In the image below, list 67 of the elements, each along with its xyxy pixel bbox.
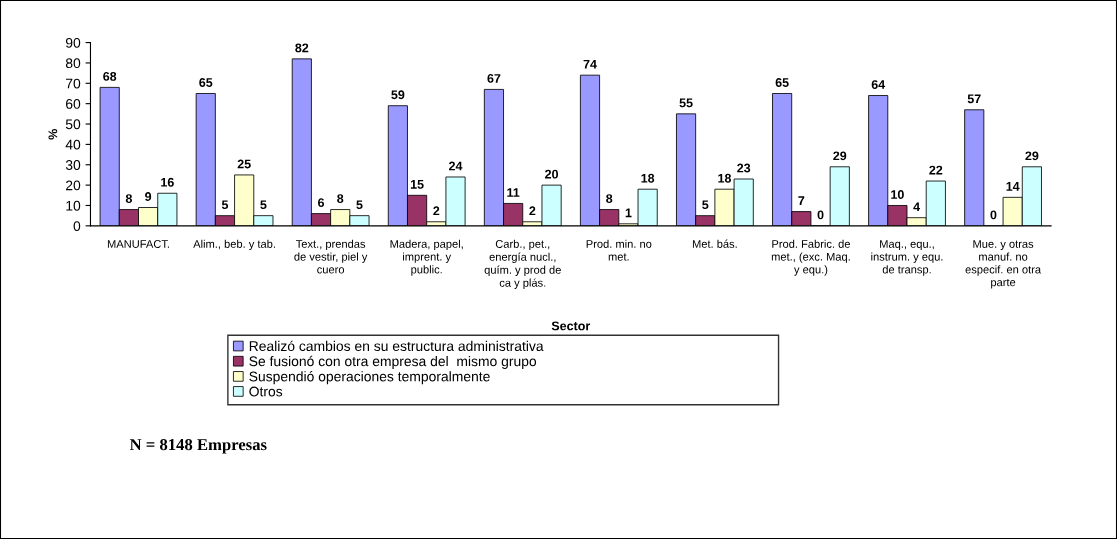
y-tick-label: 50 xyxy=(65,119,81,130)
y-axis-title: % xyxy=(48,128,58,140)
data-label: 18 xyxy=(718,173,732,183)
data-label: 6 xyxy=(318,198,325,208)
data-label: 59 xyxy=(391,90,405,100)
data-label: 9 xyxy=(145,192,152,201)
data-label: 23 xyxy=(737,163,751,173)
data-label: 2 xyxy=(433,206,440,216)
data-label: 5 xyxy=(260,200,267,210)
data-label: 25 xyxy=(237,159,251,169)
x-tick-label: Met. bás. xyxy=(692,239,737,248)
data-label: 8 xyxy=(337,194,344,204)
data-label: 18 xyxy=(641,173,655,183)
y-tick-label: 90 xyxy=(65,37,81,48)
x-tick-label: Maq., equ., instrum. y equ. de transp. xyxy=(871,240,943,276)
data-label: 74 xyxy=(583,59,597,69)
legend-label: Realizó cambios en su estructura administrativa xyxy=(249,340,544,352)
data-label: 11 xyxy=(507,188,520,197)
data-label: 7 xyxy=(798,196,805,205)
data-label: 65 xyxy=(775,78,789,87)
x-axis-title: Sector xyxy=(551,321,591,331)
x-tick-label: MANUFACT. xyxy=(107,240,169,248)
data-label: 5 xyxy=(702,200,709,210)
data-label: 22 xyxy=(929,165,943,175)
text: N = 8148 Empresas xyxy=(129,438,267,454)
y-tick-label: 80 xyxy=(65,58,81,69)
data-label: 29 xyxy=(833,151,847,161)
data-label: 5 xyxy=(356,200,363,210)
data-label: 4 xyxy=(913,202,921,212)
legend-label: Se fusionó con otra empresa del mismo grupo xyxy=(249,355,537,369)
data-label: 24 xyxy=(449,161,463,171)
data-label: 2 xyxy=(529,206,536,216)
data-label: 8 xyxy=(125,194,132,204)
y-tick-label: 60 xyxy=(66,99,81,109)
data-label: 29 xyxy=(1025,151,1039,161)
data-label: 65 xyxy=(199,78,213,87)
data-label: 15 xyxy=(410,180,424,189)
data-label: 0 xyxy=(817,210,824,220)
data-label: 68 xyxy=(103,71,117,81)
y-tick-label: 30 xyxy=(65,160,81,170)
y-tick-label: 20 xyxy=(66,180,81,191)
data-label: 5 xyxy=(221,200,229,210)
data-label: 20 xyxy=(545,169,559,179)
data-label: 55 xyxy=(679,98,693,108)
x-tick-label: Text., prendas de vestir, piel y cuero xyxy=(294,239,368,274)
y-tick-label: 40 xyxy=(65,139,81,150)
data-label: 1 xyxy=(625,208,632,218)
data-label: 14 xyxy=(1006,182,1020,191)
legend-label: Otros xyxy=(249,386,283,397)
x-tick-label: Alim., beb. y tab. xyxy=(193,239,275,251)
data-label: 10 xyxy=(891,190,904,199)
data-label: 0 xyxy=(990,210,997,220)
data-label: 57 xyxy=(967,94,981,104)
y-tick-label: 10 xyxy=(66,200,81,211)
data-label: 67 xyxy=(487,74,501,83)
x-tick-label: Carb., pet., energía nucl., quím. y prod de ca y plás. xyxy=(484,239,561,289)
data-label: 82 xyxy=(295,43,309,53)
y-tick-label: 0 xyxy=(73,221,81,232)
y-tick-label: 70 xyxy=(66,78,81,89)
legend-label: Suspendió operaciones temporalmente xyxy=(249,371,490,385)
x-tick-label: Prod. Fabric. de met., (exc. Maq. y equ.) xyxy=(771,239,850,276)
data-label: 64 xyxy=(871,80,886,89)
x-tick-label: Prod. min. no met. xyxy=(586,239,652,261)
data-label: 8 xyxy=(606,194,613,204)
data-label: 16 xyxy=(161,177,174,187)
x-tick-label: Madera, papel, imprent. y public. xyxy=(390,239,463,276)
x-tick-label: Mue. y otras manuf. no especif. en otra parte xyxy=(965,240,1042,289)
